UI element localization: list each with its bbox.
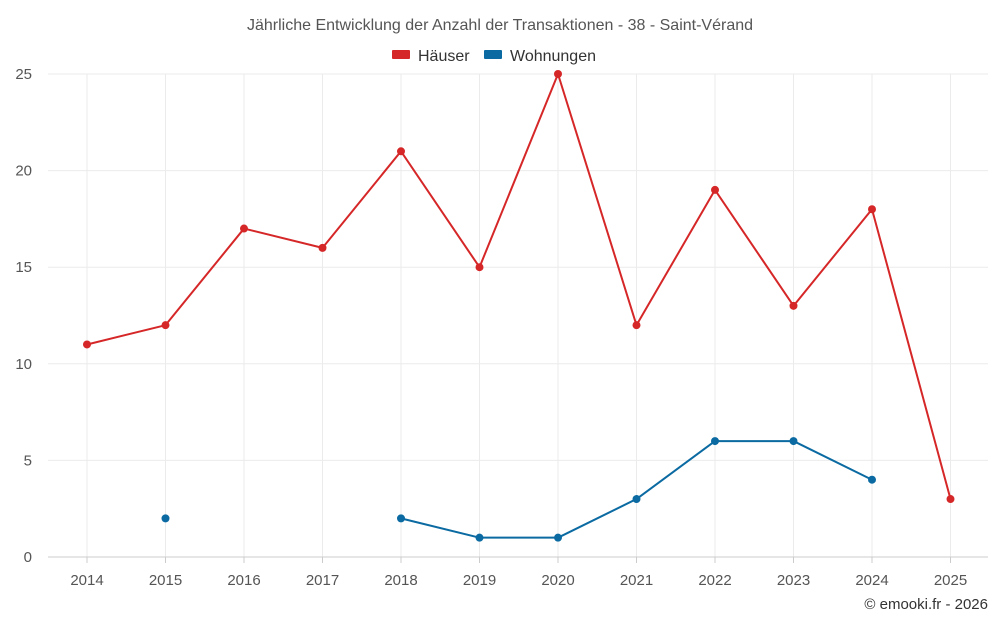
data-point[interactable] bbox=[868, 475, 876, 484]
data-point[interactable] bbox=[946, 495, 955, 504]
x-tick-label: 2020 bbox=[541, 572, 574, 589]
x-tick-label: 2014 bbox=[70, 572, 103, 589]
legend-label-wohnungen: Wohnungen bbox=[510, 48, 596, 65]
y-tick-label: 20 bbox=[15, 163, 32, 180]
data-point[interactable] bbox=[397, 514, 405, 523]
x-tick-label: 2017 bbox=[306, 572, 339, 589]
series-haeuser bbox=[83, 70, 955, 504]
x-tick-label: 2022 bbox=[698, 572, 731, 589]
data-point[interactable] bbox=[161, 514, 170, 523]
data-point[interactable] bbox=[83, 340, 91, 349]
data-point[interactable] bbox=[789, 437, 798, 446]
x-tick-label: 2024 bbox=[855, 572, 888, 589]
legend-label-haeuser: Häuser bbox=[418, 48, 470, 65]
chart-title: Jährliche Entwicklung der Anzahl der Tra… bbox=[247, 17, 753, 34]
legend: Häuser Wohnungen bbox=[392, 48, 596, 65]
x-tick-label: 2021 bbox=[620, 572, 653, 589]
data-point[interactable] bbox=[318, 243, 327, 252]
data-point[interactable] bbox=[475, 263, 484, 272]
x-tick-label: 2018 bbox=[384, 572, 417, 589]
y-tick-label: 15 bbox=[15, 259, 32, 276]
legend-swatch-wohnungen bbox=[484, 50, 502, 59]
data-point[interactable] bbox=[789, 301, 798, 310]
x-tick-label: 2025 bbox=[934, 572, 967, 589]
data-point[interactable] bbox=[161, 321, 170, 330]
series bbox=[83, 70, 955, 542]
data-point[interactable] bbox=[397, 147, 405, 156]
legend-item-wohnungen[interactable]: Wohnungen bbox=[484, 48, 596, 65]
data-point[interactable] bbox=[868, 205, 876, 214]
data-point[interactable] bbox=[240, 224, 248, 233]
data-point[interactable] bbox=[711, 437, 719, 446]
data-point[interactable] bbox=[554, 70, 562, 78]
y-tick-label: 25 bbox=[15, 66, 32, 83]
gridlines bbox=[48, 73, 988, 557]
series-wohnungen bbox=[161, 437, 876, 542]
data-point[interactable] bbox=[632, 321, 641, 330]
y-tick-label: 10 bbox=[15, 356, 32, 373]
x-tick-label: 2015 bbox=[149, 572, 182, 589]
y-tick-label: 5 bbox=[24, 452, 32, 469]
legend-swatch-haeuser bbox=[392, 50, 410, 59]
x-tick-label: 2023 bbox=[777, 572, 810, 589]
x-tick-label: 2016 bbox=[227, 572, 260, 589]
series-line bbox=[86, 73, 952, 500]
data-point[interactable] bbox=[632, 495, 641, 504]
data-point[interactable] bbox=[475, 533, 484, 542]
data-point[interactable] bbox=[554, 533, 562, 542]
x-tick-label: 2019 bbox=[463, 572, 496, 589]
data-point[interactable] bbox=[711, 185, 719, 194]
credit-text: © emooki.fr - 2026 bbox=[864, 596, 988, 613]
legend-item-haeuser[interactable]: Häuser bbox=[392, 48, 470, 65]
y-tick-label: 0 bbox=[24, 549, 32, 566]
